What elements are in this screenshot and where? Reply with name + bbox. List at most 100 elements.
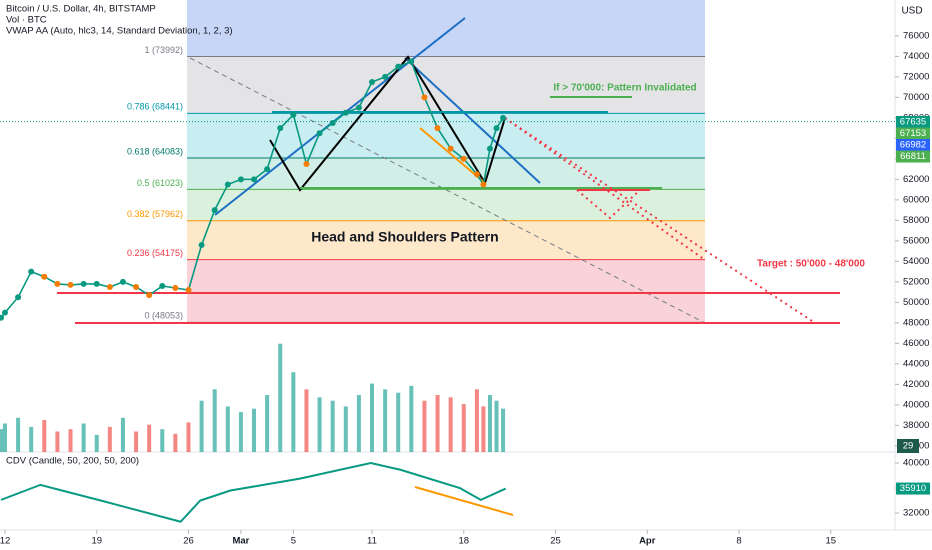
volume-bar — [291, 372, 296, 452]
y-tick-label: 48000 — [903, 317, 929, 328]
price-point — [15, 294, 22, 301]
price-point — [473, 171, 480, 178]
price-point — [434, 125, 441, 132]
cdv-label: 35910 — [900, 483, 926, 494]
volume-bar — [68, 429, 73, 452]
volume-bar — [29, 426, 34, 452]
price-point — [119, 278, 126, 285]
fib-zone — [187, 189, 705, 221]
fib-label: 0.618 (64083) — [127, 146, 183, 156]
y-tick-label: 42000 — [903, 379, 929, 390]
price-point — [41, 273, 48, 280]
fib-zone — [187, 158, 705, 190]
price-point — [224, 181, 231, 188]
volume-bar — [369, 383, 374, 452]
x-tick-label: Apr — [639, 536, 656, 547]
volume-bar — [238, 412, 243, 452]
fib-label: 0.786 (68441) — [127, 102, 183, 112]
fib-label: 1 (73992) — [144, 45, 183, 55]
y-tick-label: 52000 — [903, 276, 929, 287]
price-point — [500, 114, 507, 121]
y-tick-label: 38000 — [903, 420, 929, 431]
volume-bar — [317, 397, 322, 452]
x-tick-label: 26 — [183, 536, 194, 547]
volume-bar — [461, 404, 466, 452]
volume-bar — [225, 406, 230, 452]
volume-bar — [199, 400, 204, 452]
x-tick-label: 19 — [91, 536, 102, 547]
volume-bar — [0, 429, 4, 452]
fib-zone — [187, 0, 705, 57]
volume-label: 29 — [903, 441, 914, 452]
volume-bar — [120, 417, 125, 452]
price-point — [486, 145, 493, 152]
price-point — [382, 73, 389, 80]
price-point — [480, 181, 487, 188]
y-tick-label: 58000 — [903, 215, 929, 226]
price-point — [447, 145, 454, 152]
price-point — [172, 285, 179, 292]
volume-bar — [42, 420, 47, 452]
volume-bar — [435, 395, 440, 452]
drawings — [0, 0, 932, 531]
price-point — [303, 160, 310, 167]
price-label: 66982 — [900, 140, 926, 151]
volume-bar — [94, 434, 99, 452]
volume-bar — [107, 426, 112, 452]
y-tick-label: 74000 — [903, 51, 929, 62]
volume-bar — [448, 397, 453, 452]
price-label-box — [896, 150, 930, 163]
price-point — [290, 111, 297, 118]
x-tick-label: 5 — [291, 536, 296, 547]
y-tick-label: 40000 — [903, 399, 929, 410]
price-point — [106, 283, 113, 290]
price-point — [316, 130, 323, 137]
price-point — [93, 280, 100, 287]
volume-label-box — [897, 439, 919, 453]
price-point — [146, 292, 153, 299]
price-point — [28, 268, 35, 275]
volume-bar — [265, 395, 270, 452]
price-label-box — [896, 116, 930, 128]
y-tick-label: 54000 — [903, 256, 929, 267]
y-tick-label: 44000 — [903, 358, 929, 369]
volume-bar — [173, 433, 178, 452]
cdv-line — [0, 461, 507, 523]
volume-bar — [383, 389, 388, 452]
volume-bar — [212, 389, 217, 452]
x-tick-label: 8 — [736, 536, 741, 547]
volume-bar — [343, 406, 348, 452]
price-point — [277, 125, 284, 132]
price-point — [421, 94, 428, 101]
price-point — [185, 287, 192, 294]
price-point — [133, 283, 140, 290]
volume-bar — [81, 423, 86, 452]
cdv-tick-label: 32000 — [903, 508, 929, 519]
volume-bar — [55, 431, 60, 452]
price-point — [493, 125, 500, 132]
price-label: 67635 — [900, 117, 926, 128]
fib-label: 0.5 (61023) — [137, 178, 183, 188]
price-label-box — [896, 139, 930, 151]
volume-bar — [134, 431, 139, 452]
volume-bar — [474, 389, 479, 452]
y-tick-label: 56000 — [903, 235, 929, 246]
fib-label: 0.236 (54175) — [127, 248, 183, 258]
y-tick-label: 76000 — [903, 30, 929, 41]
volume-bar — [304, 389, 309, 452]
volume-bar — [147, 424, 152, 452]
price-label-box — [896, 127, 930, 140]
fib-zone — [187, 220, 705, 260]
cdv-tick-label: 40000 — [903, 458, 929, 469]
price-point — [251, 176, 258, 183]
price-point — [1, 309, 8, 316]
volume-bar — [2, 423, 7, 452]
fib-label: 0.382 (57962) — [127, 209, 183, 219]
volume-bar — [481, 406, 486, 452]
indicator: Vol · BTC — [6, 15, 47, 26]
volume-bar — [16, 417, 21, 452]
price-point — [67, 281, 74, 288]
price-point — [408, 58, 415, 65]
volume-bar — [422, 400, 427, 452]
